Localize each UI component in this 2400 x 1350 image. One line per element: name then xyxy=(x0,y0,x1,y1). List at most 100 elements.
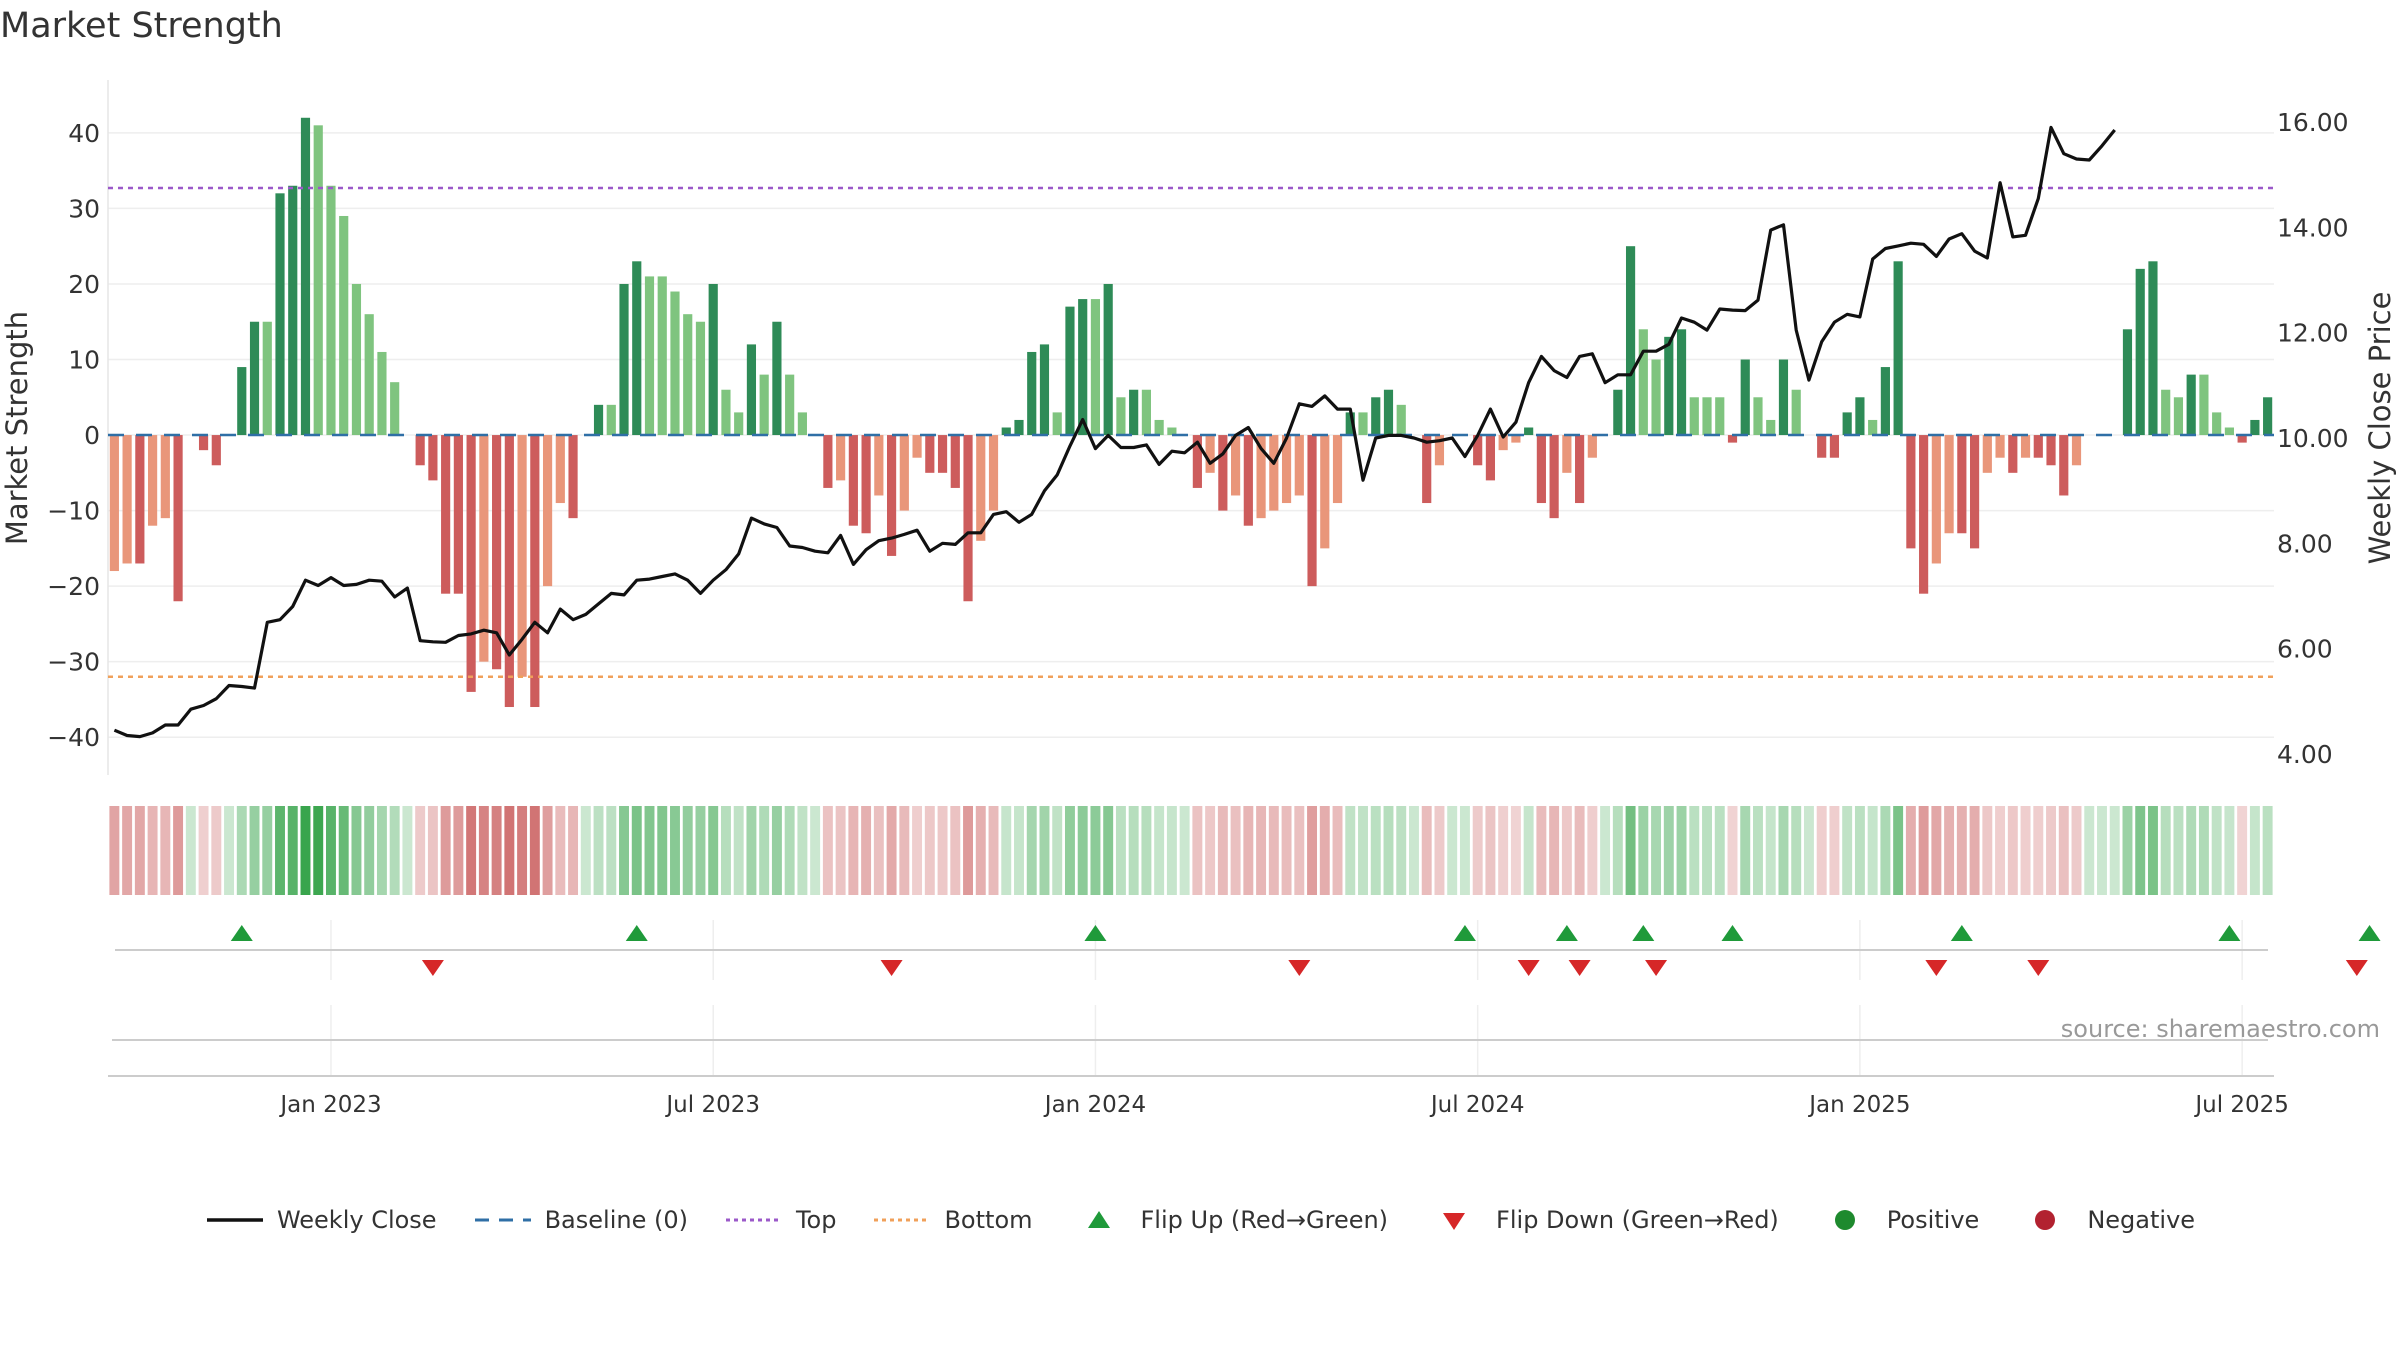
heat-cell xyxy=(1931,806,1942,895)
heat-cell xyxy=(1536,806,1547,895)
strength-bar xyxy=(1625,246,1636,436)
strength-bar xyxy=(1613,389,1623,436)
heat-cell xyxy=(198,806,209,895)
strength-bar xyxy=(1027,351,1037,436)
heat-cell xyxy=(160,806,171,895)
heat-cell xyxy=(797,806,808,895)
heat-cell xyxy=(275,806,285,895)
heat-cell xyxy=(1753,806,1763,895)
heat-cell xyxy=(759,806,770,895)
strength-bar xyxy=(1192,435,1202,488)
heat-cell xyxy=(2122,806,2133,895)
heat-cell xyxy=(517,806,528,895)
strength-bar xyxy=(874,435,884,496)
strength-bar xyxy=(504,435,514,708)
flip-down-marker xyxy=(2345,960,2368,976)
strength-bar xyxy=(160,435,170,519)
heat-cell xyxy=(1409,806,1419,895)
strength-bar xyxy=(836,435,846,481)
flip-down-marker xyxy=(1568,960,1591,976)
strength-bar xyxy=(1396,404,1406,436)
heat-cell xyxy=(300,806,311,895)
heat-cell xyxy=(988,806,999,895)
heat-cell xyxy=(1358,806,1368,895)
heat-cell xyxy=(771,806,782,895)
heat-cell xyxy=(555,806,566,895)
heat-cell xyxy=(593,806,604,895)
heat-cell xyxy=(2135,806,2146,895)
strength-bar xyxy=(1129,389,1139,436)
heat-cell xyxy=(1600,806,1611,895)
legend-item: Flip Up (Red→Green) xyxy=(1069,1205,1388,1235)
strength-bar xyxy=(632,261,642,436)
strength-bar xyxy=(1256,435,1266,519)
strength-bar xyxy=(339,215,349,436)
strength-bar xyxy=(1842,412,1852,436)
strength-bar xyxy=(2263,397,2273,436)
strength-bar xyxy=(657,276,667,436)
strength-bar xyxy=(963,435,973,602)
heat-cell xyxy=(2058,806,2069,895)
legend-symbol xyxy=(725,1218,782,1222)
heat-cell xyxy=(810,806,821,895)
x-tick-label: Jan 2023 xyxy=(278,1092,381,1118)
heat-cell xyxy=(1587,806,1598,895)
y-tick-label: 30 xyxy=(68,194,100,223)
strength-bar xyxy=(899,435,909,511)
heat-cell xyxy=(1345,806,1356,895)
strength-bar xyxy=(1702,397,1712,436)
strength-bar xyxy=(1664,336,1674,436)
strength-bar xyxy=(937,435,948,473)
strength-bar xyxy=(492,435,502,670)
strength-bar xyxy=(2173,397,2184,436)
legend-symbol xyxy=(874,1218,931,1222)
right-axis: 16.00 14.00 12.00 10.00 8.00 6.00 4.00 xyxy=(2277,108,2349,769)
strength-bar xyxy=(1205,435,1215,473)
heat-cell xyxy=(1702,806,1712,895)
heat-cell xyxy=(1510,806,1521,895)
legend-label: Bottom xyxy=(944,1206,1033,1234)
strength-bar xyxy=(721,389,731,436)
strength-bar xyxy=(351,283,362,436)
heat-cell xyxy=(1077,806,1088,895)
strength-bar xyxy=(122,435,132,564)
heat-cell xyxy=(2160,806,2171,895)
heat-cell xyxy=(1867,806,1878,895)
heat-cell xyxy=(1485,806,1496,895)
heat-cell xyxy=(109,806,120,895)
heat-cell xyxy=(1052,806,1063,895)
strength-bar xyxy=(1766,419,1776,436)
heat-cell xyxy=(2020,806,2031,895)
source-note: source: sharemaestro.com xyxy=(2060,1015,2380,1043)
strength-bar xyxy=(313,125,323,436)
heat-cell xyxy=(1026,806,1037,895)
heat-cell xyxy=(2033,806,2044,895)
legend-circle xyxy=(1834,1210,1855,1230)
strength-bar xyxy=(1345,412,1355,436)
heat-cell xyxy=(733,806,744,895)
strength-bar xyxy=(734,412,744,436)
strength-bar xyxy=(148,435,158,526)
strength-bar xyxy=(2046,435,2056,466)
heat-cell xyxy=(2097,806,2107,895)
x-tick-label: Jan 2025 xyxy=(1807,1092,1910,1118)
strength-bar xyxy=(2212,412,2222,436)
heat-cell xyxy=(1816,806,1827,895)
heat-cell xyxy=(1880,806,1891,895)
strength-bar xyxy=(2135,268,2145,436)
heat-cell xyxy=(134,806,145,895)
strength-bar xyxy=(886,435,897,556)
strength-bar xyxy=(1689,397,1699,436)
strength-bar xyxy=(1778,359,1789,436)
heat-cell xyxy=(1727,806,1738,895)
flip-up-marker xyxy=(2358,925,2381,941)
heat-cell xyxy=(2249,806,2260,895)
strength-bar xyxy=(1511,435,1521,443)
strength-bar xyxy=(1893,261,1903,436)
strength-bar xyxy=(1931,435,1941,564)
heat-cell xyxy=(427,806,438,895)
heat-cell xyxy=(746,806,757,895)
strength-bar xyxy=(1829,435,1840,458)
heat-cell xyxy=(657,806,668,895)
heat-cell xyxy=(2147,806,2158,895)
